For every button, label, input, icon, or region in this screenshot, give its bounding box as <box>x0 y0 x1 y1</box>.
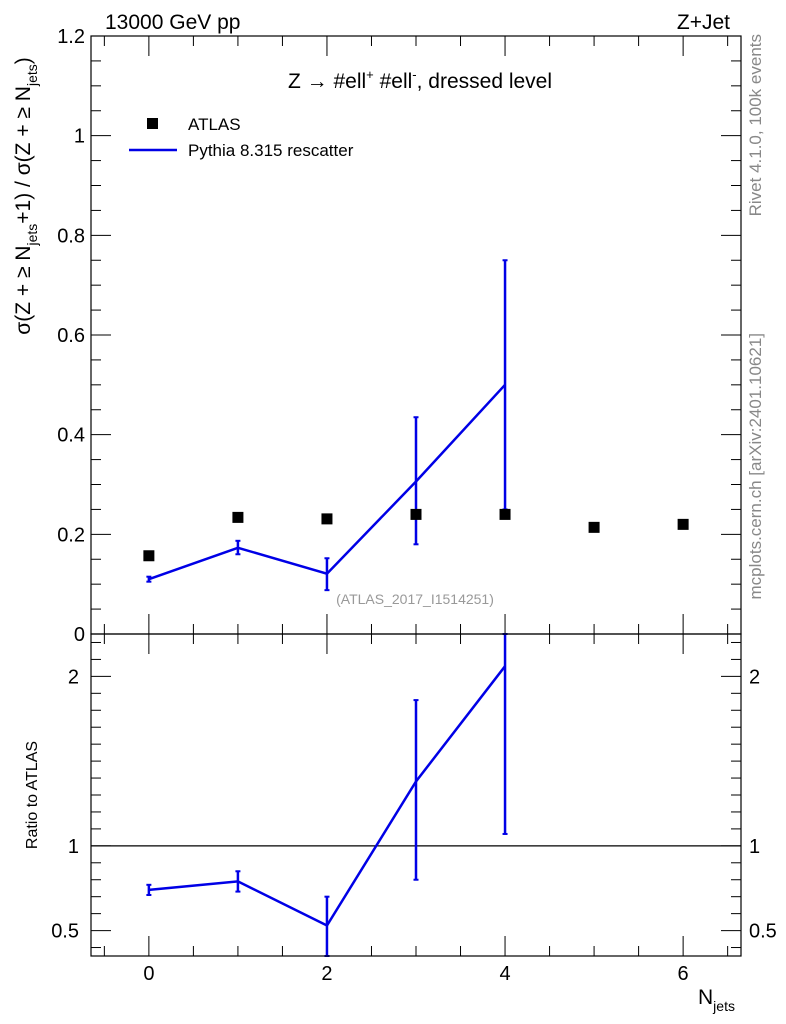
main-y-tick-label: 0.8 <box>57 225 85 247</box>
main-panel-ticks: 0 0.2 0.4 0.6 0.8 1 1.2 <box>57 26 741 646</box>
x-label-sub: jets <box>712 998 735 1014</box>
y-label-sub2: jets <box>24 64 40 87</box>
title-part-mid: #ell <box>374 70 413 93</box>
ratio-y-tick-label: 0.5 <box>51 921 79 943</box>
atlas-data-point <box>677 518 689 530</box>
ratio-y-tick-label-right: 2 <box>749 666 760 688</box>
legend-pythia-label: Pythia 8.315 rescatter <box>188 141 354 160</box>
y-label-sub1: jets <box>24 224 40 247</box>
y-label-part1: σ(Z + ≥ N <box>12 246 35 335</box>
title-sup-plus: + <box>366 67 374 82</box>
ratio-y-tick-label-right: 0.5 <box>749 921 777 943</box>
ratio-panel-frame <box>90 633 742 957</box>
title-sup-minus: - <box>412 67 416 82</box>
atlas-data-point <box>232 511 244 523</box>
title-part-post: , dressed level <box>417 70 552 93</box>
legend-atlas-marker <box>147 118 158 129</box>
ratio-series-line <box>148 665 507 928</box>
atlas-data-point <box>588 521 600 533</box>
header-energy-label: 13000 GeV pp <box>105 11 240 34</box>
ratio-y-tick-label: 1 <box>68 836 79 858</box>
y-label-part3: ) <box>12 57 35 64</box>
x-tick-label: 4 <box>499 963 510 985</box>
header-process-label: Z+Jet <box>677 11 730 34</box>
main-y-tick-label: 0.2 <box>57 524 85 546</box>
atlas-data-point <box>321 513 333 525</box>
side-rivet-label: Rivet 4.1.0, 100k events <box>746 34 765 216</box>
atlas-data-point <box>410 508 422 520</box>
main-panel-data <box>143 259 689 592</box>
legend: ATLAS Pythia 8.315 rescatter <box>129 115 354 160</box>
y-label-part2: +1) / σ(Z + ≥ N <box>12 86 35 224</box>
main-y-axis-label: σ(Z + ≥ Njets+1) / σ(Z + ≥ Njets) <box>12 57 40 335</box>
x-tick-label: 6 <box>678 963 689 985</box>
ratio-y-axis-label: Ratio to ATLAS <box>24 741 41 849</box>
ratio-panel-data <box>146 633 508 957</box>
side-mcplots-label: mcplots.cern.ch [arXiv:2401.10621] <box>746 333 765 599</box>
title-part-pre: Z → #ell <box>288 70 366 93</box>
x-axis-label: Njets <box>698 986 735 1014</box>
main-y-tick-label: 1 <box>74 126 85 148</box>
x-label-main: N <box>698 986 713 1009</box>
x-tick-label: 2 <box>321 963 332 985</box>
ratio-y-tick-label: 2 <box>68 666 79 688</box>
ratio-panel-ticks: 0 2 4 6 0.5 0.5 1 1 2 2 <box>51 634 777 985</box>
analysis-label: (ATLAS_2017_I1514251) <box>336 591 494 607</box>
atlas-data-point <box>499 508 511 520</box>
main-y-tick-label: 0.4 <box>57 425 85 447</box>
main-panel-title: Z → #ell+ #ell-, dressed level <box>288 67 552 93</box>
legend-atlas-label: ATLAS <box>188 115 241 134</box>
ratio-y-tick-label-right: 1 <box>749 836 760 858</box>
main-y-tick-label: 0.6 <box>57 325 85 347</box>
x-tick-label: 0 <box>143 963 154 985</box>
pythia-series-line <box>148 383 506 581</box>
main-y-tick-label: 0 <box>74 624 85 646</box>
atlas-data-point <box>143 550 155 562</box>
main-y-tick-label: 1.2 <box>57 26 85 48</box>
